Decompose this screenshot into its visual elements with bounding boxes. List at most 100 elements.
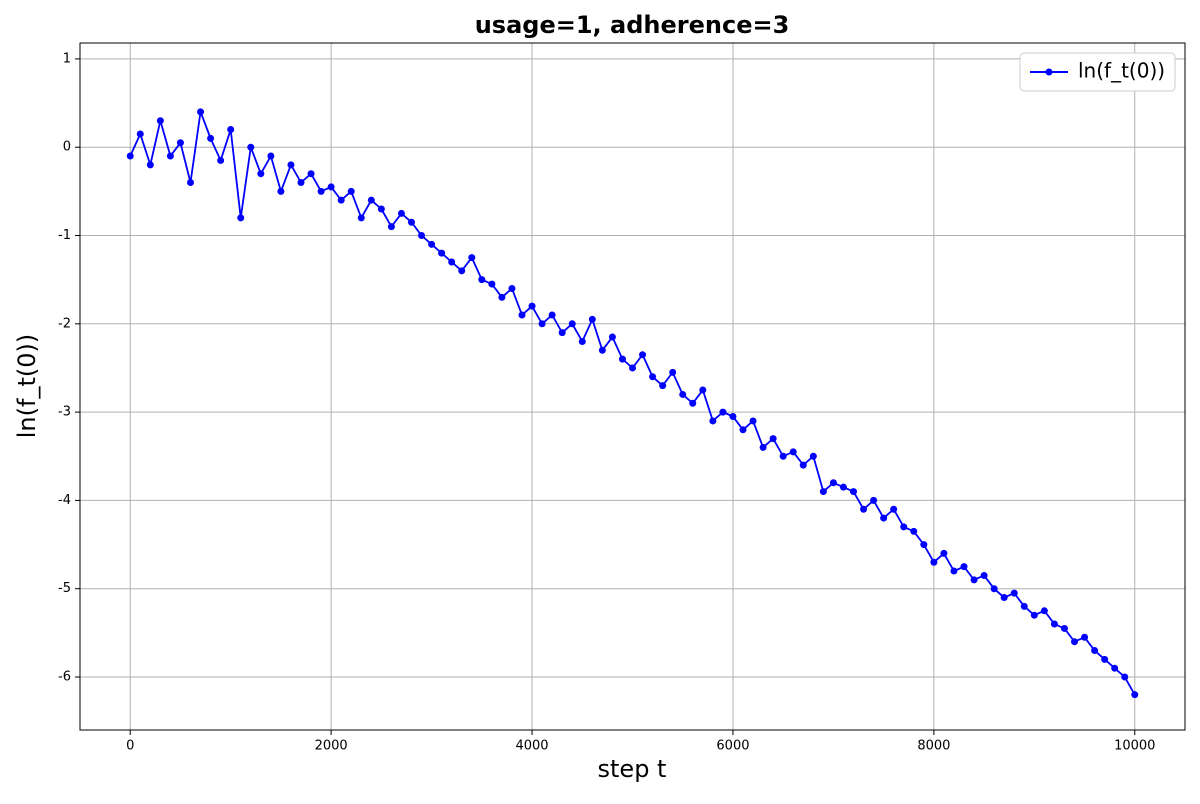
marker	[578, 337, 586, 345]
marker	[629, 364, 636, 372]
x-tick-label: 6000	[716, 739, 749, 754]
marker	[769, 435, 777, 443]
plot-frame	[79, 42, 1186, 731]
marker	[839, 483, 847, 491]
legend-marker	[1045, 68, 1053, 76]
marker	[227, 126, 235, 134]
marker	[548, 311, 556, 319]
marker	[880, 514, 888, 522]
marker	[488, 280, 496, 288]
x-tick-label: 0	[126, 739, 134, 754]
marker	[608, 333, 616, 341]
y-tick-label: -2	[58, 316, 71, 331]
x-tick-label: 2000	[315, 739, 348, 754]
marker	[649, 373, 657, 381]
marker	[749, 417, 757, 425]
marker	[799, 461, 807, 469]
marker	[217, 156, 225, 164]
legend-box	[1019, 52, 1176, 92]
marker	[1101, 655, 1109, 663]
y-tick-label: -3	[58, 405, 71, 420]
marker	[850, 488, 857, 496]
marker	[1000, 594, 1008, 602]
marker	[1081, 633, 1089, 641]
marker	[739, 426, 747, 434]
marker	[1071, 638, 1078, 646]
marker	[277, 187, 285, 195]
marker	[669, 368, 677, 376]
y-tick-label: -6	[58, 670, 71, 685]
y-tick-label: 0	[63, 140, 71, 155]
marker	[1040, 607, 1048, 615]
y-axis-label: ln(f_t(0))	[13, 334, 41, 438]
chart-title: usage=1, adherence=3	[475, 11, 790, 39]
marker	[1121, 673, 1129, 681]
marker	[468, 254, 476, 262]
x-tick-label: 4000	[515, 739, 548, 754]
marker	[890, 505, 898, 513]
marker	[950, 567, 958, 575]
x-tick-label: 10000	[1114, 739, 1155, 754]
marker	[357, 214, 365, 222]
legend-label: ln(f_t(0))	[1078, 59, 1165, 83]
y-tick-label: -5	[58, 581, 71, 596]
x-axis-label: step t	[598, 755, 667, 783]
marker	[247, 143, 255, 151]
marker	[870, 496, 878, 504]
marker	[327, 183, 335, 191]
marker	[337, 196, 345, 204]
marker	[940, 549, 948, 557]
marker	[699, 386, 707, 394]
marker	[809, 452, 817, 460]
marker	[719, 408, 727, 416]
marker	[156, 117, 164, 125]
marker	[498, 293, 506, 301]
marker	[287, 161, 295, 169]
marker	[819, 488, 827, 496]
marker	[297, 179, 305, 187]
marker	[860, 505, 868, 513]
marker	[689, 399, 697, 407]
marker	[146, 161, 154, 169]
marker	[789, 448, 797, 456]
marker	[478, 276, 486, 284]
marker	[588, 315, 596, 323]
marker	[237, 214, 245, 222]
marker	[980, 571, 988, 579]
marker	[659, 382, 667, 390]
marker	[317, 187, 325, 195]
marker	[1091, 647, 1099, 655]
marker	[639, 351, 647, 359]
marker	[528, 302, 536, 310]
marker	[448, 258, 456, 266]
marker	[377, 205, 385, 213]
marker	[1020, 602, 1028, 610]
marker	[397, 209, 405, 217]
x-tick-label: 8000	[917, 739, 950, 754]
marker	[558, 329, 566, 337]
y-tick-label: -4	[58, 493, 71, 508]
marker	[207, 134, 215, 142]
marker	[759, 443, 767, 451]
marker	[1131, 691, 1139, 699]
marker	[568, 320, 576, 328]
marker	[970, 576, 978, 584]
marker	[197, 108, 205, 116]
marker	[347, 187, 355, 195]
marker	[166, 152, 174, 160]
marker	[930, 558, 938, 566]
marker	[267, 152, 275, 160]
marker	[829, 479, 837, 487]
marker	[598, 346, 606, 354]
marker	[779, 452, 787, 460]
marker	[387, 223, 395, 231]
marker	[1111, 664, 1119, 672]
marker	[1030, 611, 1038, 619]
marker	[408, 218, 415, 226]
y-tick-label: -1	[58, 228, 71, 243]
marker	[709, 417, 717, 425]
marker	[900, 523, 908, 531]
marker	[367, 196, 375, 204]
marker	[990, 585, 998, 593]
